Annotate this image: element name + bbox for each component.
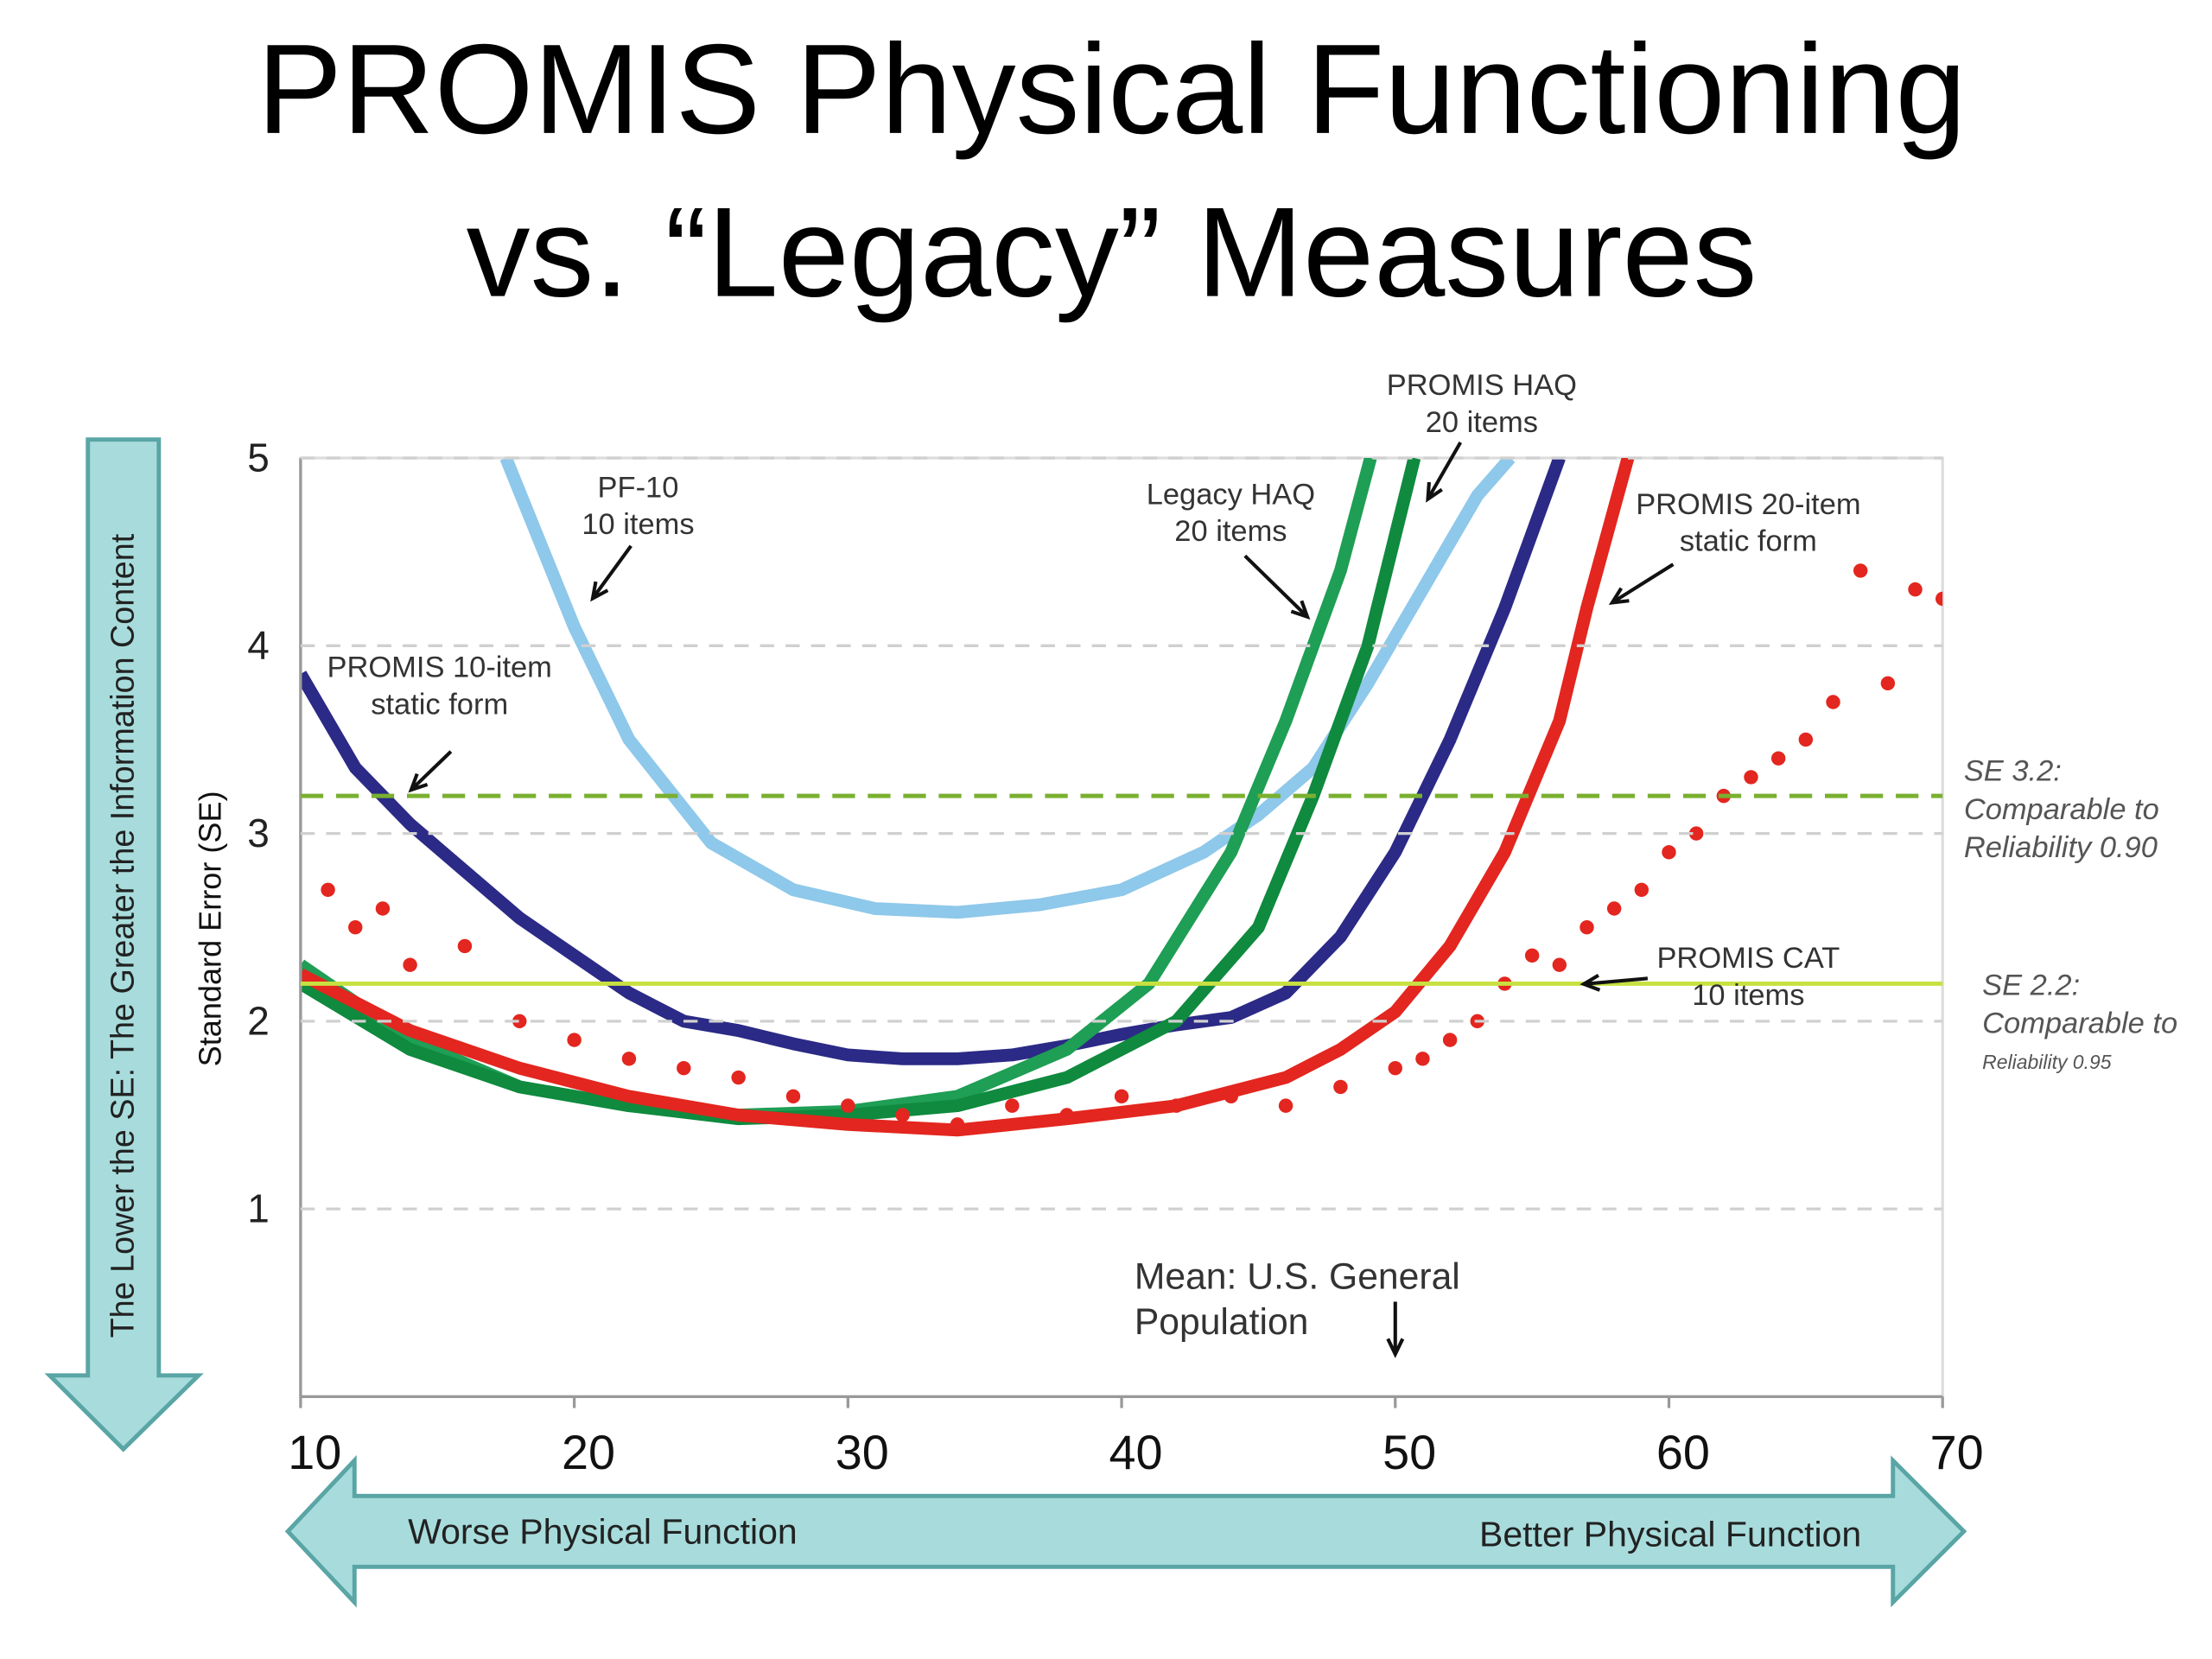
cat-point (1744, 770, 1758, 785)
side-arrow-shape (44, 437, 204, 1452)
series-annotation: PROMIS 10-item (327, 652, 552, 684)
annotation-arrow (408, 750, 453, 793)
cat-point (1415, 1052, 1430, 1066)
reference-label: SE 2.2: (1982, 969, 2080, 1001)
y-tick-label: 3 (247, 810, 270, 855)
cat-point (512, 1014, 527, 1029)
x-tick-label: 20 (562, 1425, 615, 1479)
cat-point (950, 1117, 965, 1132)
series-line (300, 458, 1566, 1065)
series-annotation: 10 items (1692, 979, 1804, 1012)
plot-frame (299, 456, 1944, 1399)
x-tick-label: 30 (836, 1425, 889, 1479)
series-line (499, 458, 1516, 919)
series-annotation: PROMIS 20-item (1636, 488, 1860, 521)
cat-point (1169, 1098, 1184, 1113)
cat-point (1114, 1089, 1129, 1103)
bottom-arrow-shape (284, 1455, 1967, 1608)
cat-point (375, 901, 391, 916)
cat-point (1005, 1098, 1020, 1113)
cat-point (1634, 882, 1649, 897)
series-annotation: static form (1680, 525, 1817, 558)
series-annotation: 20 items (1174, 515, 1287, 548)
annotation-arrow (1580, 974, 1649, 992)
x-tick-label: 60 (1656, 1425, 1710, 1479)
y-tick-label: 4 (247, 623, 270, 668)
cat-point (1059, 1108, 1074, 1122)
y-tick-label: 2 (247, 998, 270, 1043)
cat-point (1826, 695, 1840, 709)
cat-point (1524, 948, 1540, 963)
cat-point (731, 1070, 746, 1085)
annotation-arrow (1426, 441, 1463, 503)
annotation-arrow (590, 544, 632, 602)
cat-point (1880, 676, 1896, 690)
cat-point (1606, 901, 1622, 916)
x-tick-label: 40 (1109, 1425, 1162, 1479)
y-tick-label: 1 (247, 1186, 270, 1231)
reference-label: Reliability 0.95 (1982, 1051, 2112, 1073)
reference-label: Comparable to (1982, 1007, 2177, 1040)
cat-point (1688, 826, 1704, 841)
cat-point (1770, 751, 1786, 766)
cat-point (1388, 1060, 1402, 1076)
title-line: vs. “Legacy” Measures (467, 181, 1758, 324)
series-annotation: static form (371, 688, 508, 721)
cat-point (677, 1060, 691, 1076)
cat-point (1442, 1033, 1458, 1047)
plot-area (300, 458, 1943, 1137)
cat-point (1552, 957, 1567, 972)
bottom-arrow-text: Better Physical Function (1479, 1515, 1861, 1554)
annotation-arrow (1386, 1301, 1405, 1358)
y-axis-label: Standard Error (SE) (193, 791, 228, 1066)
cat-point (1853, 563, 1868, 578)
cat-point (785, 1089, 801, 1103)
reference-label: Reliability 0.90 (1964, 831, 2158, 864)
x-tick-label: 50 (1382, 1425, 1436, 1479)
cat-point (457, 938, 473, 954)
series-annotation: 10 items (582, 508, 694, 541)
cat-point (1936, 591, 1943, 607)
cat-point (1333, 1079, 1348, 1095)
series-annotation: PF-10 (598, 471, 679, 504)
cat-point (841, 1098, 855, 1113)
reference-label: SE 3.2: (1964, 754, 2062, 787)
mean-note: Mean: U.S. General (1135, 1255, 1460, 1297)
reference-label: Comparable to (1964, 793, 2159, 826)
y-tick-label: 5 (247, 435, 270, 480)
cat-point (1580, 920, 1594, 935)
title-line: PROMIS Physical Functioning (257, 18, 1966, 161)
cat-point (1662, 845, 1676, 860)
x-tick-label: 70 (1930, 1425, 1984, 1479)
side-arrow-text: The Lower the SE: The Greater the Inform… (104, 533, 140, 1338)
cat-point (348, 920, 363, 935)
series-annotation: Legacy HAQ (1147, 478, 1315, 511)
cat-point (1798, 732, 1814, 747)
cat-point (321, 882, 335, 897)
cat-point (1224, 1089, 1238, 1103)
x-tick-label: 10 (288, 1425, 341, 1479)
series-annotation: 20 items (1426, 406, 1538, 439)
cat-point (403, 957, 417, 972)
cat-point (567, 1033, 582, 1047)
bottom-arrow-text: Worse Physical Function (408, 1511, 798, 1551)
cat-point (895, 1108, 910, 1122)
series-annotation: PROMIS CAT (1656, 942, 1840, 975)
cat-point (1278, 1098, 1294, 1113)
cat-point (1908, 582, 1923, 597)
annotation-arrow (1243, 554, 1311, 620)
annotation-arrow (1608, 563, 1675, 605)
series-annotation: PROMIS HAQ (1387, 369, 1577, 402)
cat-point (621, 1052, 637, 1066)
mean-note: Population (1135, 1301, 1309, 1343)
